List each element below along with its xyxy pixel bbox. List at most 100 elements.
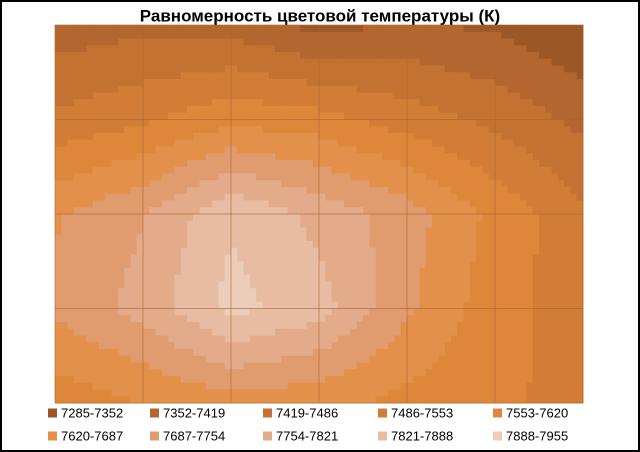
contour-patch	[419, 261, 427, 269]
contour-patch	[469, 187, 477, 195]
contour-patch	[55, 126, 62, 134]
contour-patch	[482, 234, 490, 242]
contour-patch	[117, 369, 125, 377]
contour-patch	[61, 322, 68, 330]
contour-patch	[193, 65, 200, 73]
contour-patch	[319, 362, 326, 370]
contour-patch	[293, 45, 301, 53]
contour-patch	[86, 308, 94, 316]
contour-patch	[407, 220, 414, 228]
contour-patch	[545, 112, 552, 120]
contour-patch	[262, 234, 270, 242]
contour-patch	[218, 153, 226, 161]
contour-patch	[218, 396, 226, 404]
contour-patch	[331, 396, 339, 404]
contour-patch	[495, 112, 502, 120]
contour-patch	[168, 301, 175, 309]
contour-patch	[55, 261, 62, 269]
contour-patch	[130, 153, 138, 161]
contour-patch	[249, 45, 257, 53]
contour-patch	[438, 166, 446, 174]
contour-patch	[526, 376, 534, 384]
contour-patch	[451, 119, 458, 127]
contour-patch	[400, 322, 408, 330]
contour-patch	[287, 241, 295, 249]
contour-patch	[488, 315, 496, 323]
contour-patch	[495, 389, 502, 397]
contour-patch	[199, 376, 207, 384]
contour-patch	[319, 227, 326, 235]
contour-patch	[231, 227, 238, 235]
contour-patch	[463, 65, 471, 73]
contour-patch	[111, 146, 119, 154]
contour-patch	[61, 31, 68, 39]
contour-patch	[331, 382, 339, 390]
contour-patch	[243, 72, 251, 80]
contour-patch	[570, 207, 578, 215]
contour-patch	[224, 106, 232, 114]
contour-patch	[187, 133, 194, 141]
contour-patch	[469, 72, 477, 80]
contour-patch	[576, 234, 584, 242]
contour-patch	[451, 247, 458, 255]
contour-patch	[444, 369, 452, 377]
contour-patch	[130, 369, 138, 377]
contour-patch	[237, 241, 244, 249]
contour-cell	[407, 25, 496, 120]
contour-patch	[413, 376, 420, 384]
contour-patch	[495, 38, 502, 46]
contour-patch	[425, 25, 433, 33]
contour-patch	[526, 301, 534, 309]
contour-patch	[55, 79, 62, 87]
contour-patch	[111, 180, 119, 188]
contour-patch	[231, 362, 238, 370]
contour-patch	[356, 112, 364, 120]
contour-patch	[570, 85, 578, 93]
contour-patch	[306, 234, 314, 242]
contour-patch	[344, 376, 351, 384]
contour-patch	[55, 220, 62, 228]
contour-patch	[469, 234, 477, 242]
contour-patch	[564, 288, 571, 296]
contour-patch	[432, 58, 439, 66]
contour-patch	[463, 247, 471, 255]
contour-patch	[268, 241, 276, 249]
contour-patch	[92, 207, 100, 215]
contour-patch	[124, 220, 131, 228]
contour-patch	[337, 187, 345, 195]
contour-patch	[136, 146, 144, 154]
contour-patch	[482, 99, 490, 107]
contour-patch	[306, 382, 314, 390]
contour-cell	[495, 25, 584, 120]
contour-patch	[149, 85, 156, 93]
contour-patch	[564, 166, 571, 174]
contour-patch	[501, 126, 508, 134]
contour-patch	[570, 274, 578, 282]
contour-patch	[451, 79, 458, 87]
contour-patch	[482, 187, 490, 195]
contour-patch	[92, 25, 100, 33]
contour-patch	[99, 126, 106, 134]
contour-patch	[99, 85, 106, 93]
contour-patch	[136, 301, 144, 309]
contour-patch	[337, 396, 345, 404]
contour-patch	[80, 58, 87, 66]
contour-patch	[564, 112, 571, 120]
contour-patch	[312, 342, 320, 350]
contour-patch	[155, 31, 163, 39]
contour-patch	[576, 214, 584, 222]
contour-patch	[199, 173, 207, 181]
contour-patch	[551, 281, 559, 289]
contour-patch	[407, 247, 414, 255]
contour-patch	[576, 342, 584, 350]
contour-patch	[262, 214, 270, 222]
contour-patch	[180, 376, 188, 384]
contour-patch	[187, 79, 194, 87]
contour-patch	[488, 369, 496, 377]
contour-patch	[432, 214, 439, 222]
contour-patch	[325, 166, 332, 174]
contour-patch	[143, 166, 150, 174]
contour-patch	[237, 193, 244, 201]
contour-patch	[281, 274, 288, 282]
contour-patch	[231, 389, 238, 397]
